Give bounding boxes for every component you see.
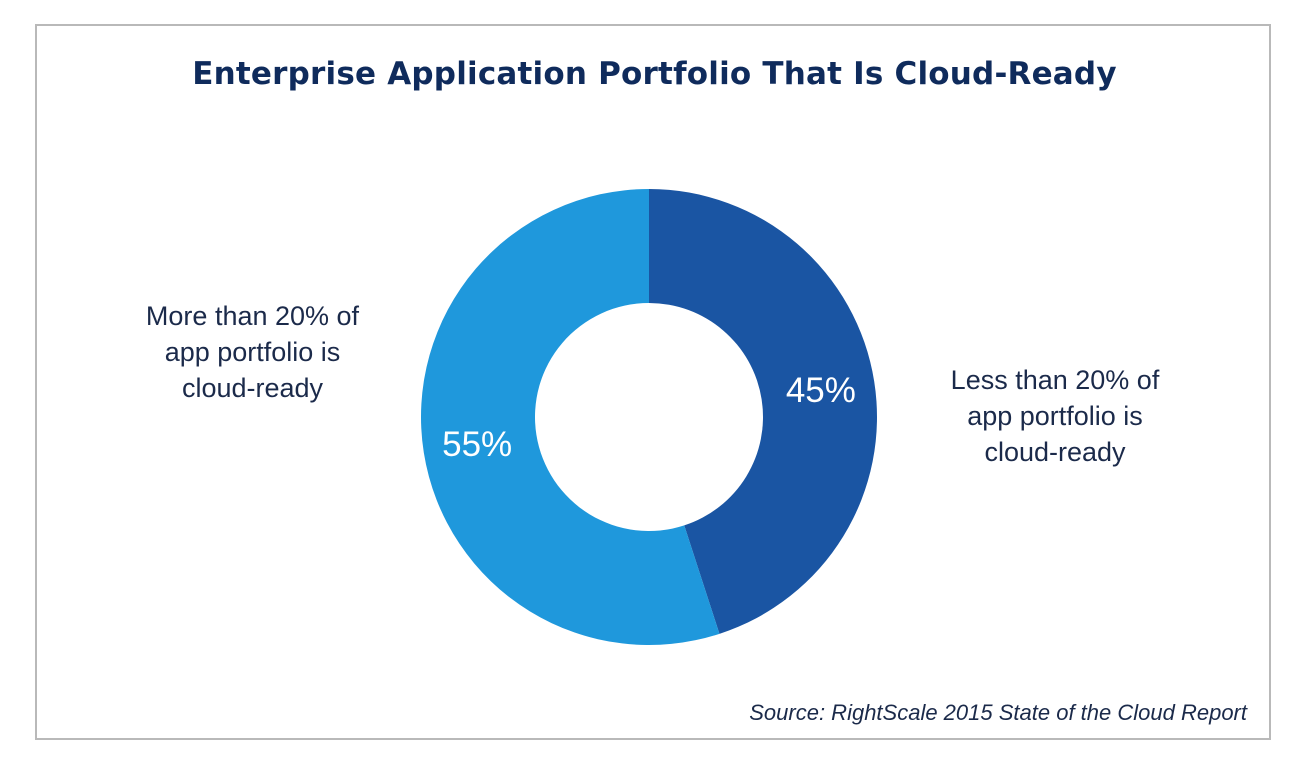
slice-more-than-20 <box>421 189 720 645</box>
legend-label-line: cloud-ready <box>984 437 1126 467</box>
legend-label-less-than-20: Less than 20% of app portfolio is cloud-… <box>905 362 1205 470</box>
legend-label-more-than-20: More than 20% of app portfolio is cloud-… <box>110 298 395 406</box>
slice-value-label-55: 55% <box>442 425 512 464</box>
slice-value-label-45: 45% <box>786 371 856 410</box>
legend-label-line: More than 20% of <box>145 301 360 331</box>
slice-less-than-20 <box>649 189 877 634</box>
legend-label-line: app portfolio is <box>967 401 1143 431</box>
legend-label-line: cloud-ready <box>181 373 324 403</box>
legend-label-line: app portfolio is <box>164 337 341 367</box>
legend-label-line: Less than 20% of <box>950 365 1160 395</box>
chart-title: Enterprise Application Portfolio That Is… <box>192 56 1117 92</box>
chart-source: Source: RightScale 2015 State of the Clo… <box>749 700 1247 725</box>
